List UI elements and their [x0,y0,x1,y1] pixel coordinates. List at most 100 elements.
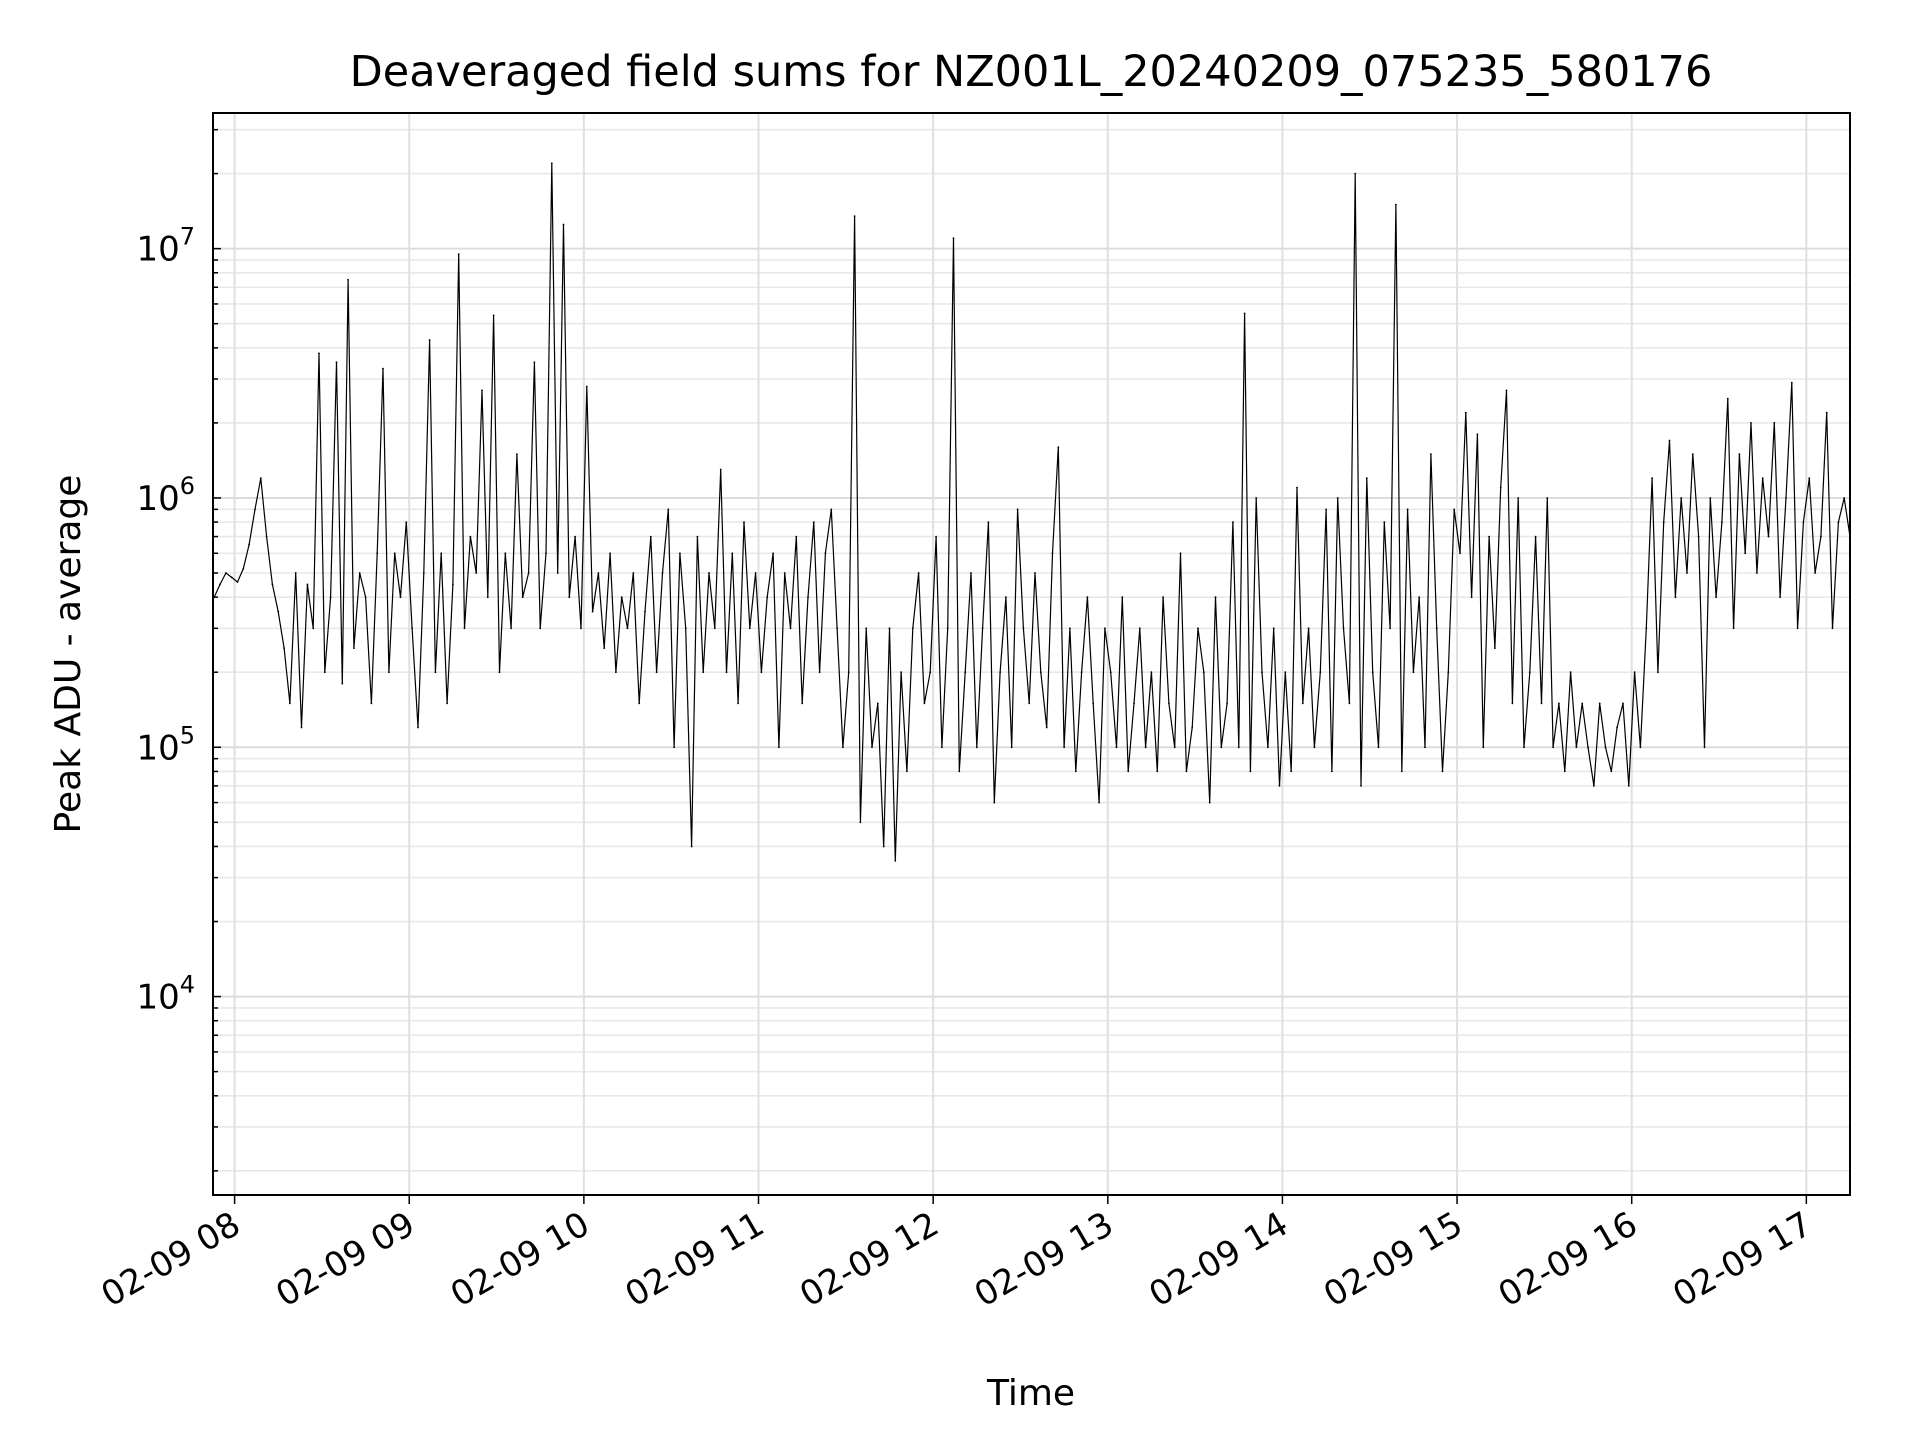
data-point [452,583,454,586]
data-point [1563,770,1566,773]
data-point [1383,521,1386,523]
data-point [323,671,326,674]
data-point [533,361,536,364]
y-tick-label: 107 [136,223,195,270]
data-point [1587,746,1589,749]
data-point [556,572,559,574]
data-point [1063,746,1065,749]
data-point [1703,746,1706,749]
chart-title: Deaveraged field sums for NZ001L_2024020… [350,47,1713,97]
data-point [1726,397,1729,400]
data-point [1400,770,1403,773]
data-point [1406,508,1409,511]
data-point [265,535,268,538]
data-point [644,610,646,613]
data-point [684,627,687,630]
data-point [620,596,623,599]
data-point [1453,508,1456,511]
data-point [1604,746,1607,749]
data-point [865,627,868,630]
data-point [1138,627,1141,630]
data-point [539,627,542,630]
data-point [440,552,443,555]
data-point [1109,671,1112,674]
x-axis-label: Time [986,1373,1075,1414]
data-point [1377,746,1380,749]
data-point [1208,801,1211,804]
x-tick-label: 02-09 12 [793,1204,945,1315]
data-point [1057,446,1060,448]
data-point [999,671,1001,674]
data-point [1459,552,1461,555]
data-point [504,552,507,555]
data-point [830,508,833,511]
data-point [1528,671,1531,674]
data-point [1447,671,1450,674]
data-point [673,746,675,749]
data-point [1232,521,1234,523]
data-point [871,746,873,749]
data-point [1773,422,1776,424]
data-point [1045,726,1048,729]
data-point [964,671,967,674]
data-point [702,671,705,674]
data-point [842,746,844,749]
data-point [1686,572,1688,574]
data-point [1301,702,1304,705]
data-point [1237,746,1240,749]
data-point [1633,671,1636,674]
data-point [1074,770,1077,773]
data-point [690,845,693,848]
data-point [1499,486,1502,489]
data-point [1756,572,1758,574]
data-point [1412,671,1415,674]
data-point [1808,477,1811,480]
data-point [603,647,606,649]
data-point [1738,453,1741,455]
data-point [347,278,349,281]
data-point [527,572,530,574]
data-point [708,572,710,574]
data-point [1668,439,1671,442]
data-point [1616,726,1618,729]
y-tick-exponent: 5 [180,721,195,749]
data-point [1336,497,1339,499]
data-point [725,671,728,674]
data-point [1092,702,1095,705]
data-point [1214,596,1217,599]
data-point [318,352,320,355]
data-point [1290,770,1293,773]
data-point [475,572,478,574]
data-point [510,627,512,630]
data-point [1179,552,1182,555]
data-point [1098,801,1100,804]
data-point [882,845,885,848]
data-point [935,535,937,538]
data-point [952,237,955,240]
data-point [993,801,996,804]
data-point [1464,411,1467,414]
y-tick-label: 105 [136,721,195,768]
data-point [1319,671,1322,674]
data-point [1010,746,1013,749]
data-point [836,627,838,630]
data-point [1104,627,1106,630]
data-point [1348,702,1351,705]
data-point [754,572,757,574]
data-point [1162,596,1164,599]
plot-frame [212,112,1851,1196]
data-point [807,596,809,599]
data-point [481,389,483,392]
data-point [1371,671,1374,674]
data-point [1622,702,1624,705]
data-point [632,572,635,574]
x-tick-label: 02-09 15 [1317,1204,1469,1315]
data-point [353,647,355,649]
data-point [888,627,891,630]
data-point [609,552,611,555]
data-point [248,543,251,546]
data-point [1802,521,1805,523]
data-point [341,682,344,685]
x-tick-label: 02-09 10 [444,1204,596,1315]
data-point [1168,702,1170,705]
